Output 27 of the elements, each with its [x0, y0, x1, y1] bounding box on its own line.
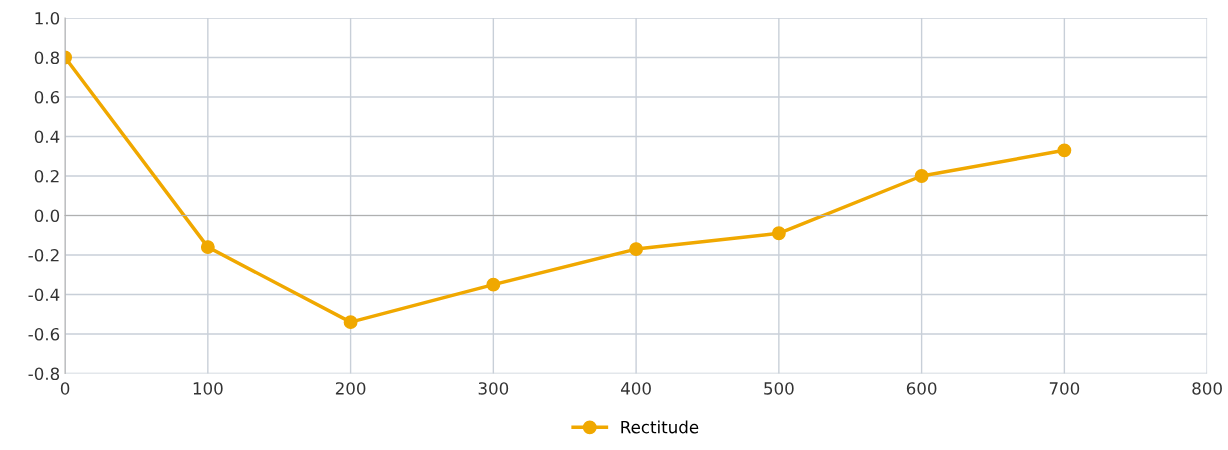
point	[486, 277, 501, 292]
y-tick-label: 0.6	[34, 90, 60, 104]
point	[343, 315, 358, 330]
y-tick-label: 0.2	[34, 169, 59, 183]
point	[200, 240, 215, 255]
y-tick-label: 1.0	[35, 11, 60, 25]
x-tick-label: 500	[764, 382, 794, 395]
y-tick-label: -0.8	[28, 367, 60, 381]
x-tick-label: 700	[1049, 382, 1080, 395]
point	[771, 226, 786, 241]
y-tick-label: 0.8	[34, 51, 60, 65]
point	[1057, 143, 1072, 158]
x-tick-label: 0	[60, 382, 70, 395]
y-tick-label: 0.0	[34, 209, 60, 223]
legend-label: Rectitude	[621, 420, 699, 434]
y-tick-label: -0.6	[28, 327, 60, 341]
x-tick-label: 800	[1192, 382, 1222, 395]
x-tick-label: 400	[621, 382, 651, 395]
point	[914, 169, 929, 183]
y-tick-label: -0.2	[28, 248, 59, 262]
y-tick-label: -0.4	[28, 288, 60, 302]
x-tick-label: 200	[335, 382, 366, 395]
x-tick-label: 100	[193, 382, 223, 395]
x-tick-label: 600	[906, 382, 937, 395]
point	[629, 242, 644, 257]
x-tick-label: 300	[478, 382, 509, 395]
y-tick-label: 0.4	[34, 130, 60, 144]
